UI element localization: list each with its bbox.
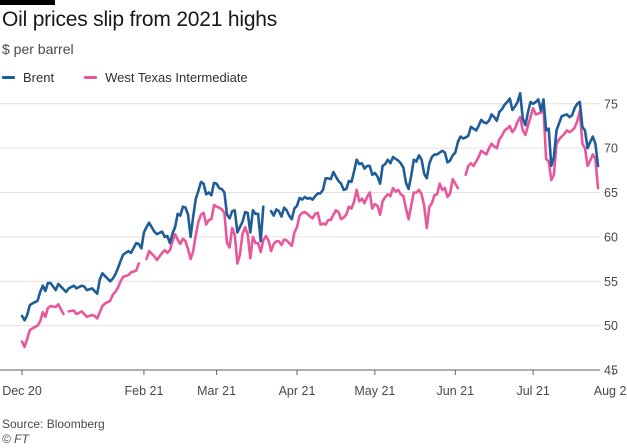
x-tick-label-4: May 21 <box>354 384 395 398</box>
legend-label-brent: Brent <box>23 70 55 85</box>
legend-item-brent: Brent <box>2 70 54 85</box>
legend-item-wti: West Texas Intermediate <box>84 70 248 85</box>
series-line-wti-2 <box>145 177 460 265</box>
y-tick-label-65: 65 <box>604 186 618 200</box>
series-lines <box>20 91 600 349</box>
chart-title: Oil prices slip from 2021 highs <box>2 8 278 31</box>
copyright: © FT <box>2 432 29 446</box>
source-note: Source: Bloomberg <box>2 417 105 431</box>
legend-label-wti: West Texas Intermediate <box>105 70 248 85</box>
y-tick-label-45: 45 <box>604 364 618 378</box>
legend-swatch-wti <box>84 76 98 79</box>
series-line-wti-3 <box>464 106 600 190</box>
x-tick-label-6: Jul 21 <box>516 384 549 398</box>
y-tick-label-70: 70 <box>604 142 618 156</box>
chart-subtitle: $ per barrel <box>2 41 74 57</box>
series-line-wti-0 <box>20 303 65 349</box>
series-line-wti-1 <box>67 262 141 320</box>
y-axis-labels: 45 50 55 60 65 70 75 <box>604 97 618 377</box>
x-tick-label-1: Feb 21 <box>124 384 163 398</box>
ft-brand-bar <box>0 0 55 5</box>
x-tick-label-0: Dec 20 <box>2 384 42 398</box>
series-line-brent-0 <box>20 180 265 322</box>
series-line-brent-1 <box>269 91 600 221</box>
legend: Brent West Texas Intermediate <box>2 70 278 85</box>
y-tick-label-50: 50 <box>604 319 618 333</box>
x-tick-label-2: Mar 21 <box>197 384 236 398</box>
x-tick-label-3: Apr 21 <box>279 384 316 398</box>
x-tick-label-7: Aug 21 <box>594 384 627 398</box>
x-axis: Dec 20 Feb 21 Mar 21 Apr 21 May 21 Jun 21 Jul … <box>0 369 627 398</box>
y-tick-label-60: 60 <box>604 230 618 244</box>
legend-swatch-brent <box>2 76 15 79</box>
x-tick-label-5: Jun 21 <box>437 384 475 398</box>
y-tick-label-55: 55 <box>604 275 618 289</box>
y-tick-label-75: 75 <box>604 97 618 111</box>
